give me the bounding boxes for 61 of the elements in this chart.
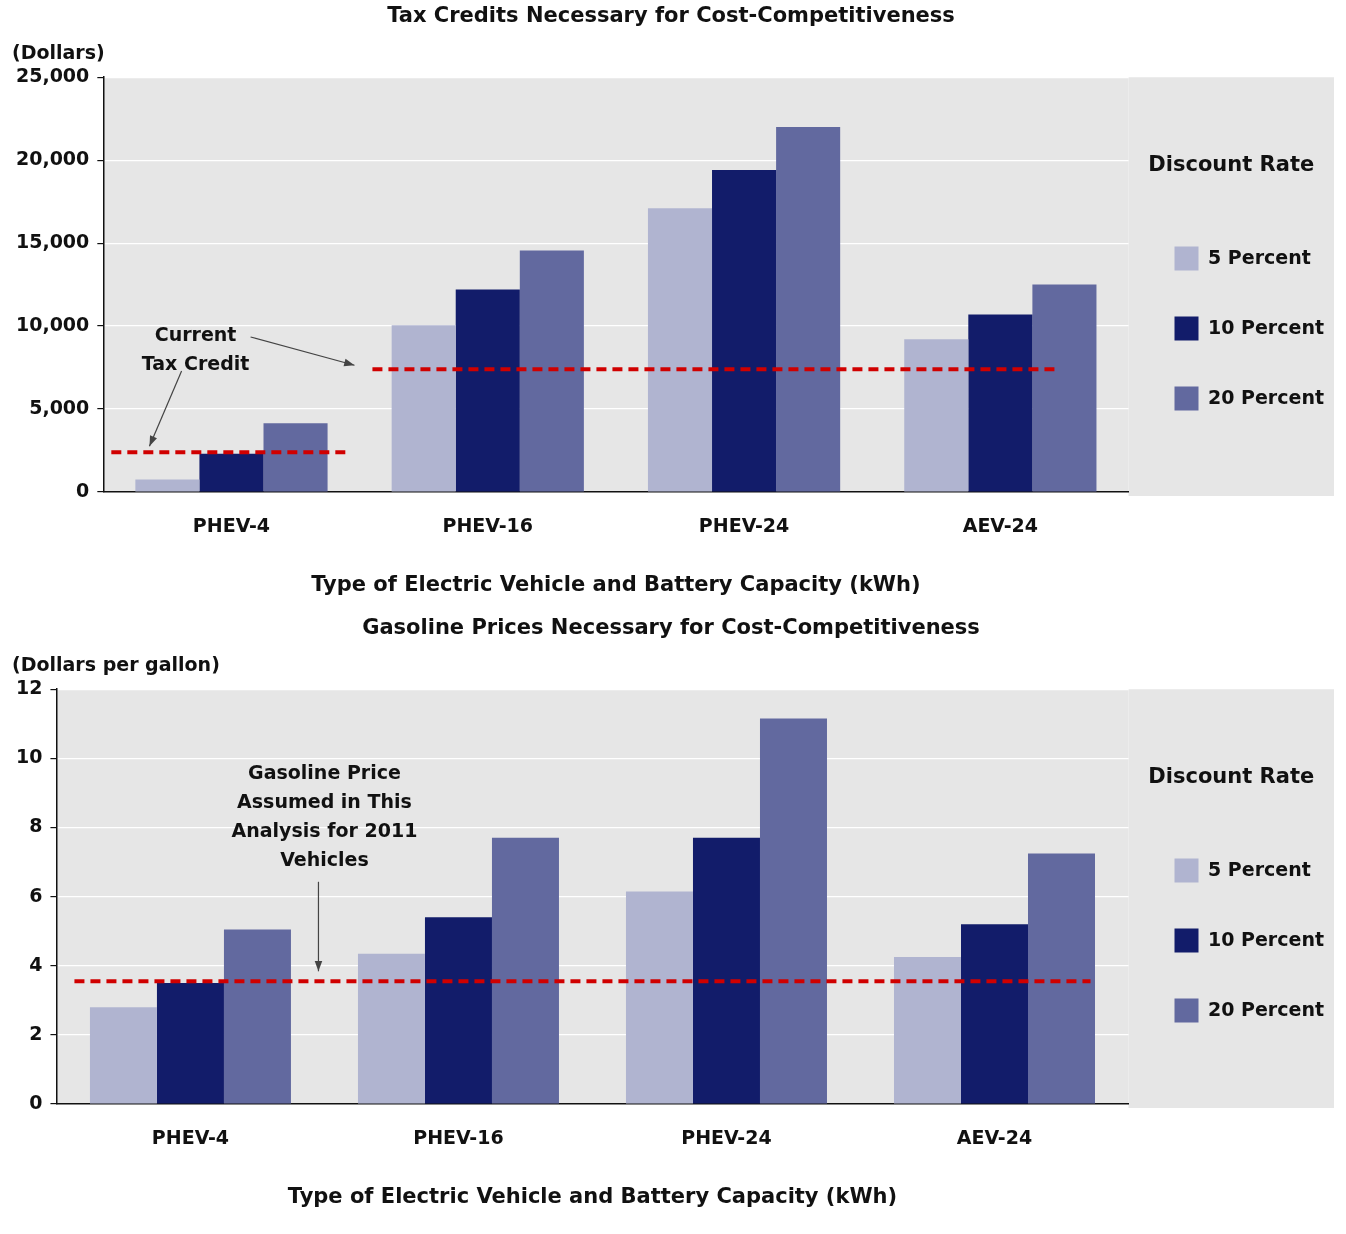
bar <box>263 423 328 492</box>
x-tick-label: PHEV-24 <box>681 1126 772 1149</box>
bar <box>759 718 827 1104</box>
legend-label: 20 Percent <box>1208 385 1325 408</box>
y-tick-label: 5,000 <box>29 395 90 418</box>
bar <box>968 314 1033 492</box>
y-axis-title: (Dollars) <box>12 40 105 63</box>
legend-label: 10 Percent <box>1208 927 1325 950</box>
bar <box>647 208 713 492</box>
x-axis-title: Type of Electric Vehicle and Battery Capacity (kWh) <box>287 1183 898 1208</box>
y-tick-label: 8 <box>29 814 43 837</box>
annotation: Gasoline Price Assumed in This Analysis for 2011 Vehicles <box>231 761 418 871</box>
bar <box>776 126 841 492</box>
y-tick-label: 2 <box>29 1021 43 1044</box>
x-axis-title: Type of Electric Vehicle and Battery Capacity (kWh) <box>311 571 921 596</box>
legend-label: 5 Percent <box>1208 245 1311 268</box>
bar <box>391 325 456 492</box>
bar <box>1032 284 1097 492</box>
y-tick-label: 25,000 <box>15 64 90 87</box>
y-tick-label: 0 <box>29 1090 43 1113</box>
x-tick-label: AEV-24 <box>962 514 1039 537</box>
bar <box>156 983 224 1104</box>
y-axis-title: (Dollars per gallon) <box>12 652 220 675</box>
chart-title: Tax Credits Necessary for Cost-Competitiveness <box>387 3 955 28</box>
y-tick-label: 0 <box>76 478 90 501</box>
legend-label: 20 Percent <box>1208 997 1325 1020</box>
y-tick-label: 15,000 <box>15 230 90 253</box>
bar <box>893 957 961 1104</box>
bar <box>357 953 425 1104</box>
bar <box>135 479 200 492</box>
bar <box>904 339 969 492</box>
bar <box>519 250 584 492</box>
legend-label: 10 Percent <box>1208 315 1325 338</box>
legend-label: 5 Percent <box>1208 857 1311 880</box>
bar <box>625 891 693 1104</box>
bar <box>455 289 520 492</box>
y-tick-label: 4 <box>29 952 43 975</box>
bar <box>712 170 777 492</box>
y-tick-label: 12 <box>15 676 43 699</box>
bar <box>199 453 264 492</box>
y-tick-label: 10 <box>15 745 43 768</box>
x-tick-label: PHEV-16 <box>442 514 533 537</box>
bar <box>424 917 492 1104</box>
bar <box>491 837 559 1104</box>
y-tick-label: 20,000 <box>15 147 90 170</box>
bar <box>223 929 291 1104</box>
bar <box>692 837 760 1104</box>
x-tick-label: PHEV-4 <box>151 1126 230 1149</box>
legend-title: Discount Rate <box>1148 764 1315 789</box>
bar <box>961 924 1028 1104</box>
x-tick-label: PHEV-24 <box>698 514 790 537</box>
chart-title: Gasoline Prices Necessary for Cost-Competitiveness <box>362 615 980 640</box>
x-tick-label: AEV-24 <box>956 1126 1033 1149</box>
bar <box>89 1007 157 1104</box>
annotation: Current Tax Credit <box>141 323 250 375</box>
y-tick-label: 10,000 <box>15 313 90 336</box>
x-tick-label: PHEV-16 <box>413 1126 504 1149</box>
y-tick-label: 6 <box>29 883 43 906</box>
legend-title: Discount Rate <box>1148 152 1315 177</box>
bar <box>1028 853 1095 1104</box>
x-tick-label: PHEV-4 <box>192 514 271 537</box>
